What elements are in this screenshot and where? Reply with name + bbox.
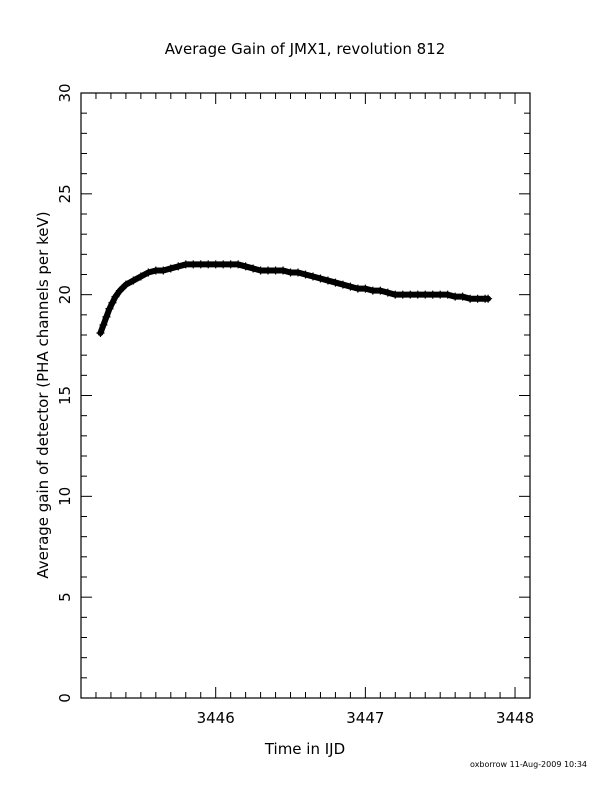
data-point xyxy=(256,266,265,275)
data-point xyxy=(316,274,325,283)
data-point xyxy=(136,272,145,281)
data-point xyxy=(271,266,280,275)
data-point xyxy=(234,260,243,269)
x-axis: 3446 3447 3448 xyxy=(80,93,534,727)
data-point xyxy=(279,266,288,275)
data-point xyxy=(151,266,160,275)
data-point xyxy=(196,260,205,269)
series-trace xyxy=(97,261,492,336)
data-point xyxy=(413,290,422,299)
y-tick-label: 30 xyxy=(56,83,74,102)
data-point xyxy=(301,270,310,279)
data-point xyxy=(323,276,332,285)
data-point xyxy=(428,290,437,299)
chart-title: Average Gain of JMX1, revolution 812 xyxy=(165,40,446,58)
data-point xyxy=(458,292,467,301)
data-point xyxy=(436,290,445,299)
data-point xyxy=(105,304,114,313)
data-series xyxy=(96,260,493,337)
data-point xyxy=(181,260,190,269)
data-point xyxy=(226,260,235,269)
data-point xyxy=(473,294,482,303)
x-tick-label: 3448 xyxy=(496,709,534,727)
y-tick-label: 0 xyxy=(56,693,74,703)
data-point xyxy=(331,278,340,287)
y-axis-label: Average gain of detector (PHA channels p… xyxy=(34,211,52,578)
data-point xyxy=(102,312,111,321)
y-tick-label: 10 xyxy=(56,487,74,506)
data-point xyxy=(219,260,228,269)
y-axis: 0 5 10 15 20 25 30 xyxy=(56,83,530,703)
y-tick-label: 20 xyxy=(56,285,74,304)
data-point xyxy=(308,272,317,281)
data-point xyxy=(294,268,303,277)
data-point xyxy=(99,320,108,329)
data-point xyxy=(376,286,385,295)
data-point xyxy=(443,290,452,299)
y-tick-label: 25 xyxy=(56,184,74,203)
data-point xyxy=(96,328,105,337)
y-tick-label: 15 xyxy=(56,386,74,405)
data-point xyxy=(211,260,220,269)
data-point xyxy=(241,262,250,271)
data-point xyxy=(484,294,493,303)
data-point xyxy=(249,264,258,273)
data-point xyxy=(353,284,362,293)
data-point xyxy=(144,268,153,277)
data-point xyxy=(406,290,415,299)
data-point xyxy=(108,298,117,307)
data-point xyxy=(286,268,295,277)
data-point xyxy=(189,260,198,269)
data-point xyxy=(383,288,392,297)
data-point xyxy=(159,266,168,275)
data-point xyxy=(398,290,407,299)
data-point xyxy=(121,280,130,289)
data-point xyxy=(174,262,183,271)
data-point xyxy=(338,280,347,289)
y-tick-label: 5 xyxy=(56,592,74,602)
footer-stamp: oxborrow 11-Aug-2009 10:34 xyxy=(470,760,587,769)
data-point xyxy=(129,276,138,285)
plot-frame xyxy=(80,92,531,699)
data-point xyxy=(204,260,213,269)
data-point xyxy=(421,290,430,299)
data-point xyxy=(111,292,120,301)
x-axis-label: Time in IJD xyxy=(264,740,345,758)
data-point xyxy=(391,290,400,299)
data-point xyxy=(361,284,370,293)
x-tick-label: 3447 xyxy=(346,709,384,727)
data-point xyxy=(368,286,377,295)
x-tick-label: 3446 xyxy=(197,709,235,727)
data-point xyxy=(466,294,475,303)
data-point xyxy=(451,292,460,301)
data-point xyxy=(115,286,124,295)
data-point xyxy=(346,282,355,291)
data-point xyxy=(264,266,273,275)
data-point xyxy=(166,264,175,273)
